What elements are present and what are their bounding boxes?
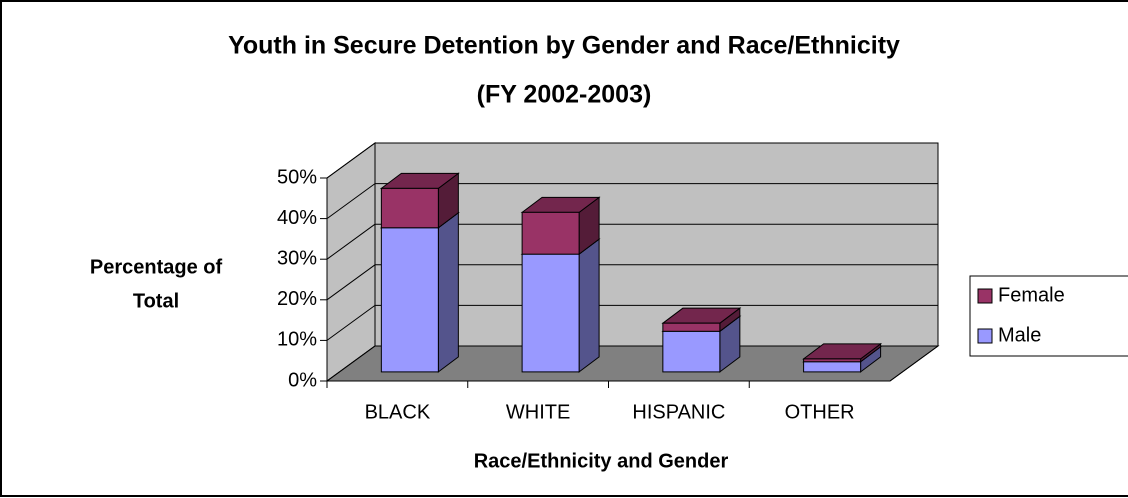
x-tick-label: BLACK bbox=[365, 401, 431, 423]
bar bbox=[380, 187, 439, 229]
side-wall bbox=[326, 142, 376, 382]
grid-line bbox=[326, 304, 376, 341]
chart-subtitle: (FY 2002-2003) bbox=[477, 81, 652, 109]
y-tick-label: 0% bbox=[288, 369, 317, 391]
legend-swatch bbox=[977, 328, 993, 344]
y-tick-label: 20% bbox=[277, 288, 317, 310]
grid-line bbox=[326, 223, 376, 260]
grid-line bbox=[326, 142, 376, 179]
bar-side bbox=[578, 238, 600, 373]
grid-line bbox=[326, 183, 376, 220]
y-axis-title: Total bbox=[133, 290, 179, 312]
bar-side bbox=[437, 211, 459, 373]
bar bbox=[803, 361, 862, 373]
y-tick-label: 50% bbox=[277, 166, 317, 188]
bar bbox=[521, 253, 580, 373]
legend-swatch bbox=[977, 288, 993, 304]
back-wall bbox=[374, 142, 939, 347]
floor-edge bbox=[889, 345, 939, 382]
bar bbox=[380, 227, 439, 373]
bar bbox=[662, 330, 721, 373]
legend-label: Male bbox=[998, 324, 1041, 346]
x-axis-title: Race/Ethnicity and Gender bbox=[474, 450, 729, 472]
bar bbox=[662, 322, 721, 332]
legend-box bbox=[969, 275, 1128, 357]
x-tick-label: HISPANIC bbox=[632, 401, 725, 423]
bar bbox=[521, 211, 580, 255]
x-tick-label: OTHER bbox=[785, 401, 855, 423]
y-tick-label: 40% bbox=[277, 207, 317, 229]
legend-label: Female bbox=[998, 284, 1065, 306]
bar bbox=[803, 358, 862, 363]
grid-line bbox=[326, 264, 376, 301]
chart-title: Youth in Secure Detention by Gender and … bbox=[228, 32, 900, 60]
y-tick-label: 10% bbox=[277, 329, 317, 351]
y-tick-label: 30% bbox=[277, 247, 317, 269]
y-axis-title: Percentage of bbox=[90, 256, 223, 278]
grid-line bbox=[326, 345, 376, 382]
x-tick-label: WHITE bbox=[506, 401, 570, 423]
